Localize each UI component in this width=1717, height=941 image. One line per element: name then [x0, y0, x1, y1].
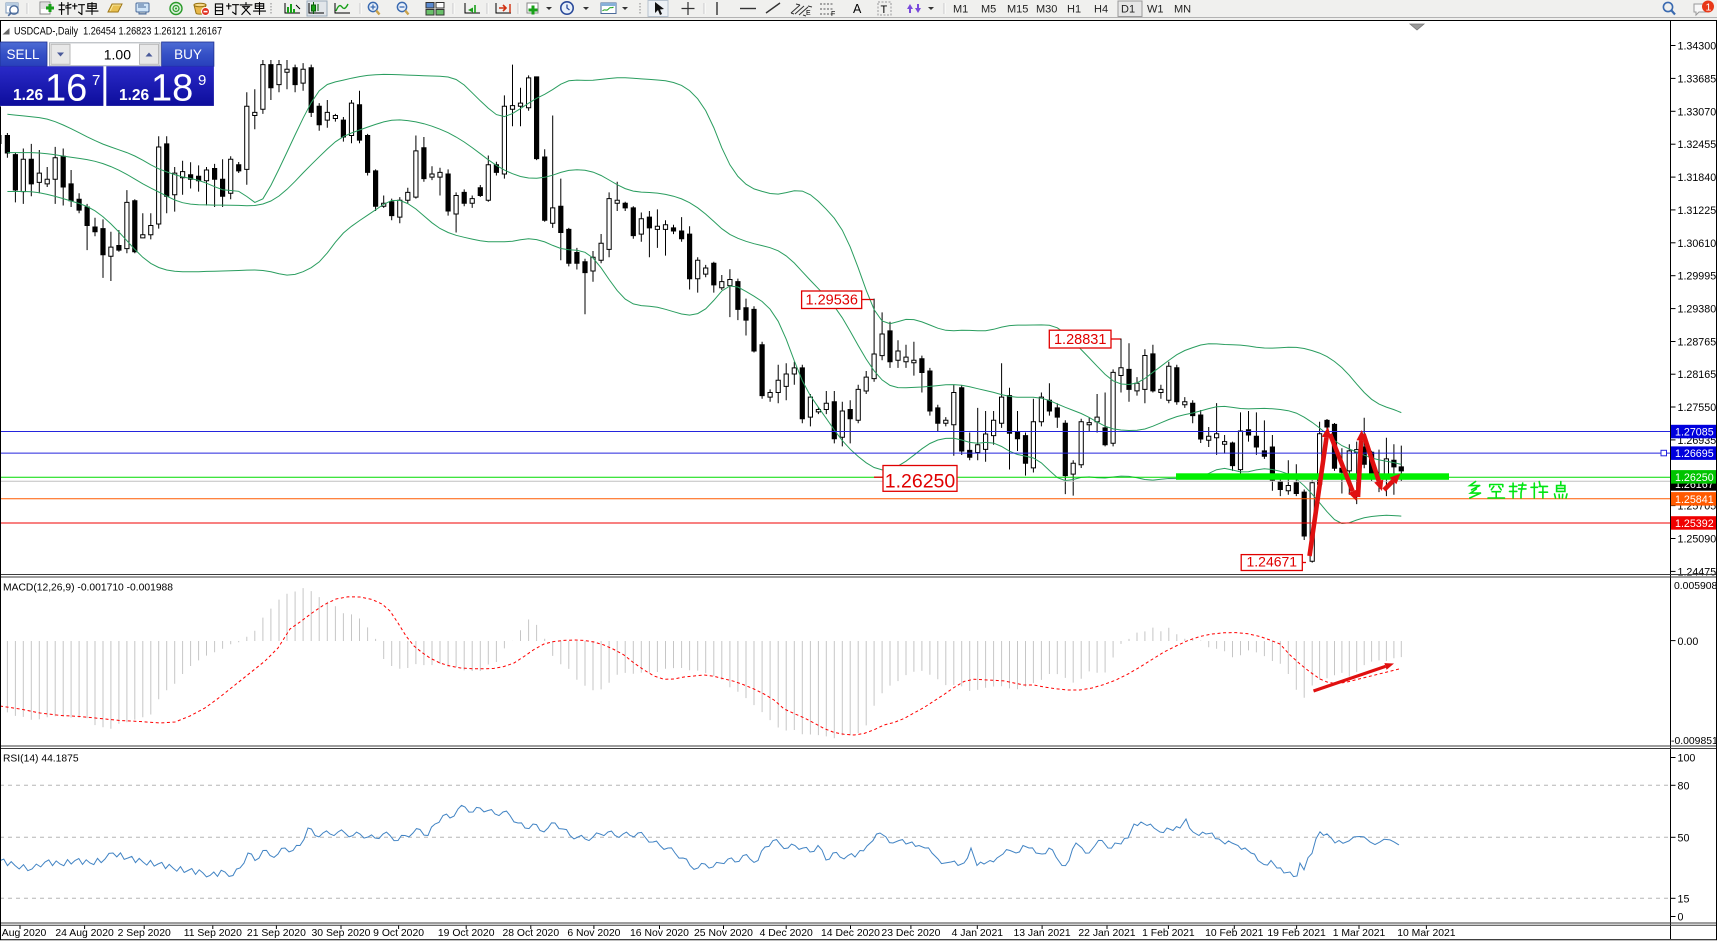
svg-text:T: T — [881, 4, 888, 16]
svg-text:M1: M1 — [953, 4, 968, 16]
svg-text:50: 50 — [1678, 832, 1690, 844]
svg-text:W1: W1 — [1147, 4, 1164, 16]
svg-text:18: 18 — [151, 68, 193, 110]
svg-text:1.25841: 1.25841 — [1675, 494, 1714, 506]
svg-text:4 Aug 2020: 4 Aug 2020 — [0, 928, 47, 939]
svg-text:SELL: SELL — [6, 47, 40, 62]
svg-text:MN: MN — [1174, 4, 1191, 16]
svg-text:16 Nov 2020: 16 Nov 2020 — [630, 928, 689, 939]
svg-text:0: 0 — [1678, 912, 1684, 924]
svg-text:1.29536: 1.29536 — [805, 293, 857, 309]
svg-text:1.27550: 1.27550 — [1678, 402, 1717, 414]
svg-text:1.31840: 1.31840 — [1678, 172, 1717, 184]
svg-text:1 Mar 2021: 1 Mar 2021 — [1333, 928, 1386, 939]
svg-text:USDCAD-,Daily 1.26454 1.26823: USDCAD-,Daily 1.26454 1.26823 1.26121 1.… — [14, 26, 222, 38]
svg-text:1.29995: 1.29995 — [1678, 271, 1717, 283]
svg-text:1.31225: 1.31225 — [1678, 205, 1717, 217]
svg-text:1.26695: 1.26695 — [1675, 448, 1714, 460]
svg-text:11 Sep 2020: 11 Sep 2020 — [184, 928, 242, 939]
svg-text:1.00: 1.00 — [104, 47, 131, 63]
svg-text:80: 80 — [1678, 780, 1690, 792]
svg-text:1.26250: 1.26250 — [1675, 472, 1714, 484]
svg-text:1.28765: 1.28765 — [1678, 337, 1717, 349]
svg-text:0.00: 0.00 — [1678, 636, 1699, 648]
svg-text:9 Oct 2020: 9 Oct 2020 — [373, 928, 424, 939]
svg-text:1.24671: 1.24671 — [1246, 554, 1297, 570]
svg-text:1.30610: 1.30610 — [1678, 238, 1717, 250]
svg-text:1.25392: 1.25392 — [1675, 518, 1714, 530]
svg-text:7: 7 — [92, 72, 100, 89]
svg-text:10 Mar 2021: 10 Mar 2021 — [1397, 928, 1456, 939]
svg-text:2 Sep 2020: 2 Sep 2020 — [118, 928, 171, 939]
svg-text:F: F — [831, 11, 835, 18]
svg-text:19 Feb 2021: 19 Feb 2021 — [1267, 928, 1326, 939]
svg-text:M5: M5 — [981, 4, 996, 16]
svg-text:H4: H4 — [1094, 4, 1108, 16]
svg-text:13 Jan 2021: 13 Jan 2021 — [1013, 928, 1070, 939]
svg-text:100: 100 — [1678, 753, 1696, 765]
svg-text:22 Jan 2021: 22 Jan 2021 — [1078, 928, 1135, 939]
svg-text:6 Nov 2020: 6 Nov 2020 — [567, 928, 620, 939]
svg-text:1.24475: 1.24475 — [1678, 566, 1717, 578]
svg-text:1.26250: 1.26250 — [885, 470, 956, 492]
svg-text:1.27085: 1.27085 — [1675, 427, 1714, 439]
svg-text:MACD(12,26,9) -0.001710 -0.001: MACD(12,26,9) -0.001710 -0.001988 — [3, 583, 173, 594]
svg-text:BUY: BUY — [174, 47, 202, 62]
svg-text:9: 9 — [198, 72, 206, 89]
svg-text:1: 1 — [1706, 2, 1712, 14]
svg-text:RSI(14) 44.1875: RSI(14) 44.1875 — [3, 754, 79, 765]
svg-text:1.28831: 1.28831 — [1054, 332, 1106, 348]
svg-text:19 Oct 2020: 19 Oct 2020 — [438, 928, 495, 939]
svg-text:A: A — [853, 2, 862, 16]
svg-text:1.26: 1.26 — [119, 87, 150, 104]
svg-text:1.32455: 1.32455 — [1678, 139, 1717, 151]
svg-text:10 Feb 2021: 10 Feb 2021 — [1205, 928, 1264, 939]
svg-text:1.33070: 1.33070 — [1678, 106, 1717, 118]
svg-text:1.34300: 1.34300 — [1678, 41, 1717, 53]
svg-text:-0.009851: -0.009851 — [1671, 736, 1717, 747]
svg-text:M15: M15 — [1007, 4, 1028, 16]
svg-text:H1: H1 — [1067, 4, 1081, 16]
svg-text:E: E — [806, 10, 811, 17]
svg-text:M30: M30 — [1036, 4, 1057, 16]
svg-text:21 Sep 2020: 21 Sep 2020 — [247, 928, 306, 939]
svg-text:0.005908: 0.005908 — [1674, 581, 1717, 592]
svg-text:24 Aug 2020: 24 Aug 2020 — [55, 928, 114, 939]
svg-text:1.25705: 1.25705 — [1678, 501, 1717, 513]
svg-text:25 Nov 2020: 25 Nov 2020 — [694, 928, 753, 939]
svg-text:15: 15 — [1678, 893, 1690, 905]
svg-text:28 Oct 2020: 28 Oct 2020 — [502, 928, 559, 939]
svg-text:1.28165: 1.28165 — [1678, 369, 1717, 381]
svg-text:1.26: 1.26 — [13, 87, 44, 104]
svg-text:1.33685: 1.33685 — [1678, 73, 1717, 85]
svg-text:23 Dec 2020: 23 Dec 2020 — [881, 928, 940, 939]
svg-text:14 Dec 2020: 14 Dec 2020 — [821, 928, 880, 939]
svg-text:30 Sep 2020: 30 Sep 2020 — [312, 928, 371, 939]
svg-text:4 Jan 2021: 4 Jan 2021 — [952, 928, 1004, 939]
svg-text:1 Feb 2021: 1 Feb 2021 — [1142, 928, 1195, 939]
svg-text:D1: D1 — [1121, 4, 1135, 16]
svg-text:16: 16 — [45, 68, 87, 110]
svg-text:1.25090: 1.25090 — [1678, 534, 1717, 546]
svg-text:4 Dec 2020: 4 Dec 2020 — [760, 928, 813, 939]
svg-text:1.29380: 1.29380 — [1678, 304, 1717, 316]
